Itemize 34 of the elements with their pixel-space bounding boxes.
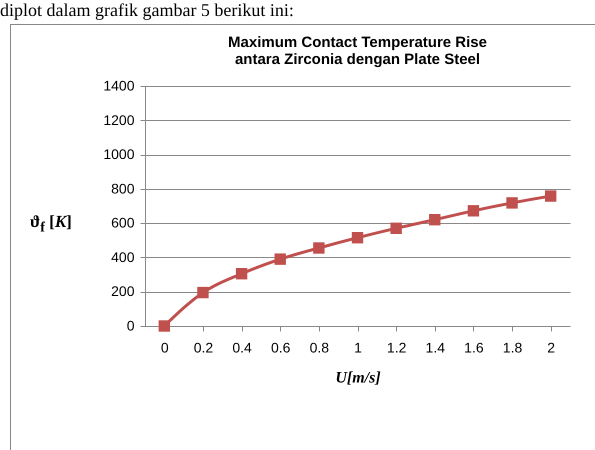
x-tick-label: 1.6 bbox=[464, 340, 484, 356]
x-tick-label: 1 bbox=[354, 340, 362, 356]
y-tick-label: 1200 bbox=[103, 112, 135, 128]
x-tick-label: 1.2 bbox=[386, 340, 407, 356]
x-axis-title: U[m/s] bbox=[335, 370, 381, 386]
y-tick-label: 800 bbox=[111, 180, 135, 196]
point bbox=[544, 190, 556, 202]
x-tick-label: 0.8 bbox=[310, 340, 330, 356]
y-tick-label: 200 bbox=[111, 283, 135, 300]
text: diplot dalam grafik gambar 5 berikut ini: bbox=[0, 0, 294, 20]
chart-title: Maximum Contact Temperature Rise antara Zirconia dengan Plate Steel bbox=[228, 34, 487, 68]
x-tick-label: 0.6 bbox=[270, 340, 291, 356]
point bbox=[352, 232, 364, 244]
x-tick-label: 2 bbox=[547, 340, 556, 356]
point bbox=[236, 268, 248, 280]
x-tick-label: 0.2 bbox=[194, 340, 214, 356]
point bbox=[390, 222, 402, 234]
point bbox=[468, 205, 480, 216]
y-axis-title: ϑ$_{f}$ [K] bbox=[30, 212, 72, 236]
x-tick-label: 1.8 bbox=[502, 340, 522, 356]
point bbox=[274, 253, 286, 265]
x-tick-label: 1.4 bbox=[426, 340, 446, 356]
point bbox=[197, 286, 209, 298]
y-tick-label: 1400 bbox=[103, 78, 135, 94]
y-tick-label: 400 bbox=[111, 248, 135, 265]
y-tick-label: 600 bbox=[111, 214, 135, 231]
y-tick-label: 0 bbox=[126, 318, 135, 334]
point bbox=[506, 197, 518, 209]
point bbox=[429, 214, 440, 226]
point bbox=[313, 242, 325, 254]
x-tick-label: 0 bbox=[160, 340, 169, 356]
x-tick-label: 0.4 bbox=[232, 340, 252, 356]
y-tick-label: 1000 bbox=[103, 146, 135, 162]
point bbox=[158, 320, 170, 332]
